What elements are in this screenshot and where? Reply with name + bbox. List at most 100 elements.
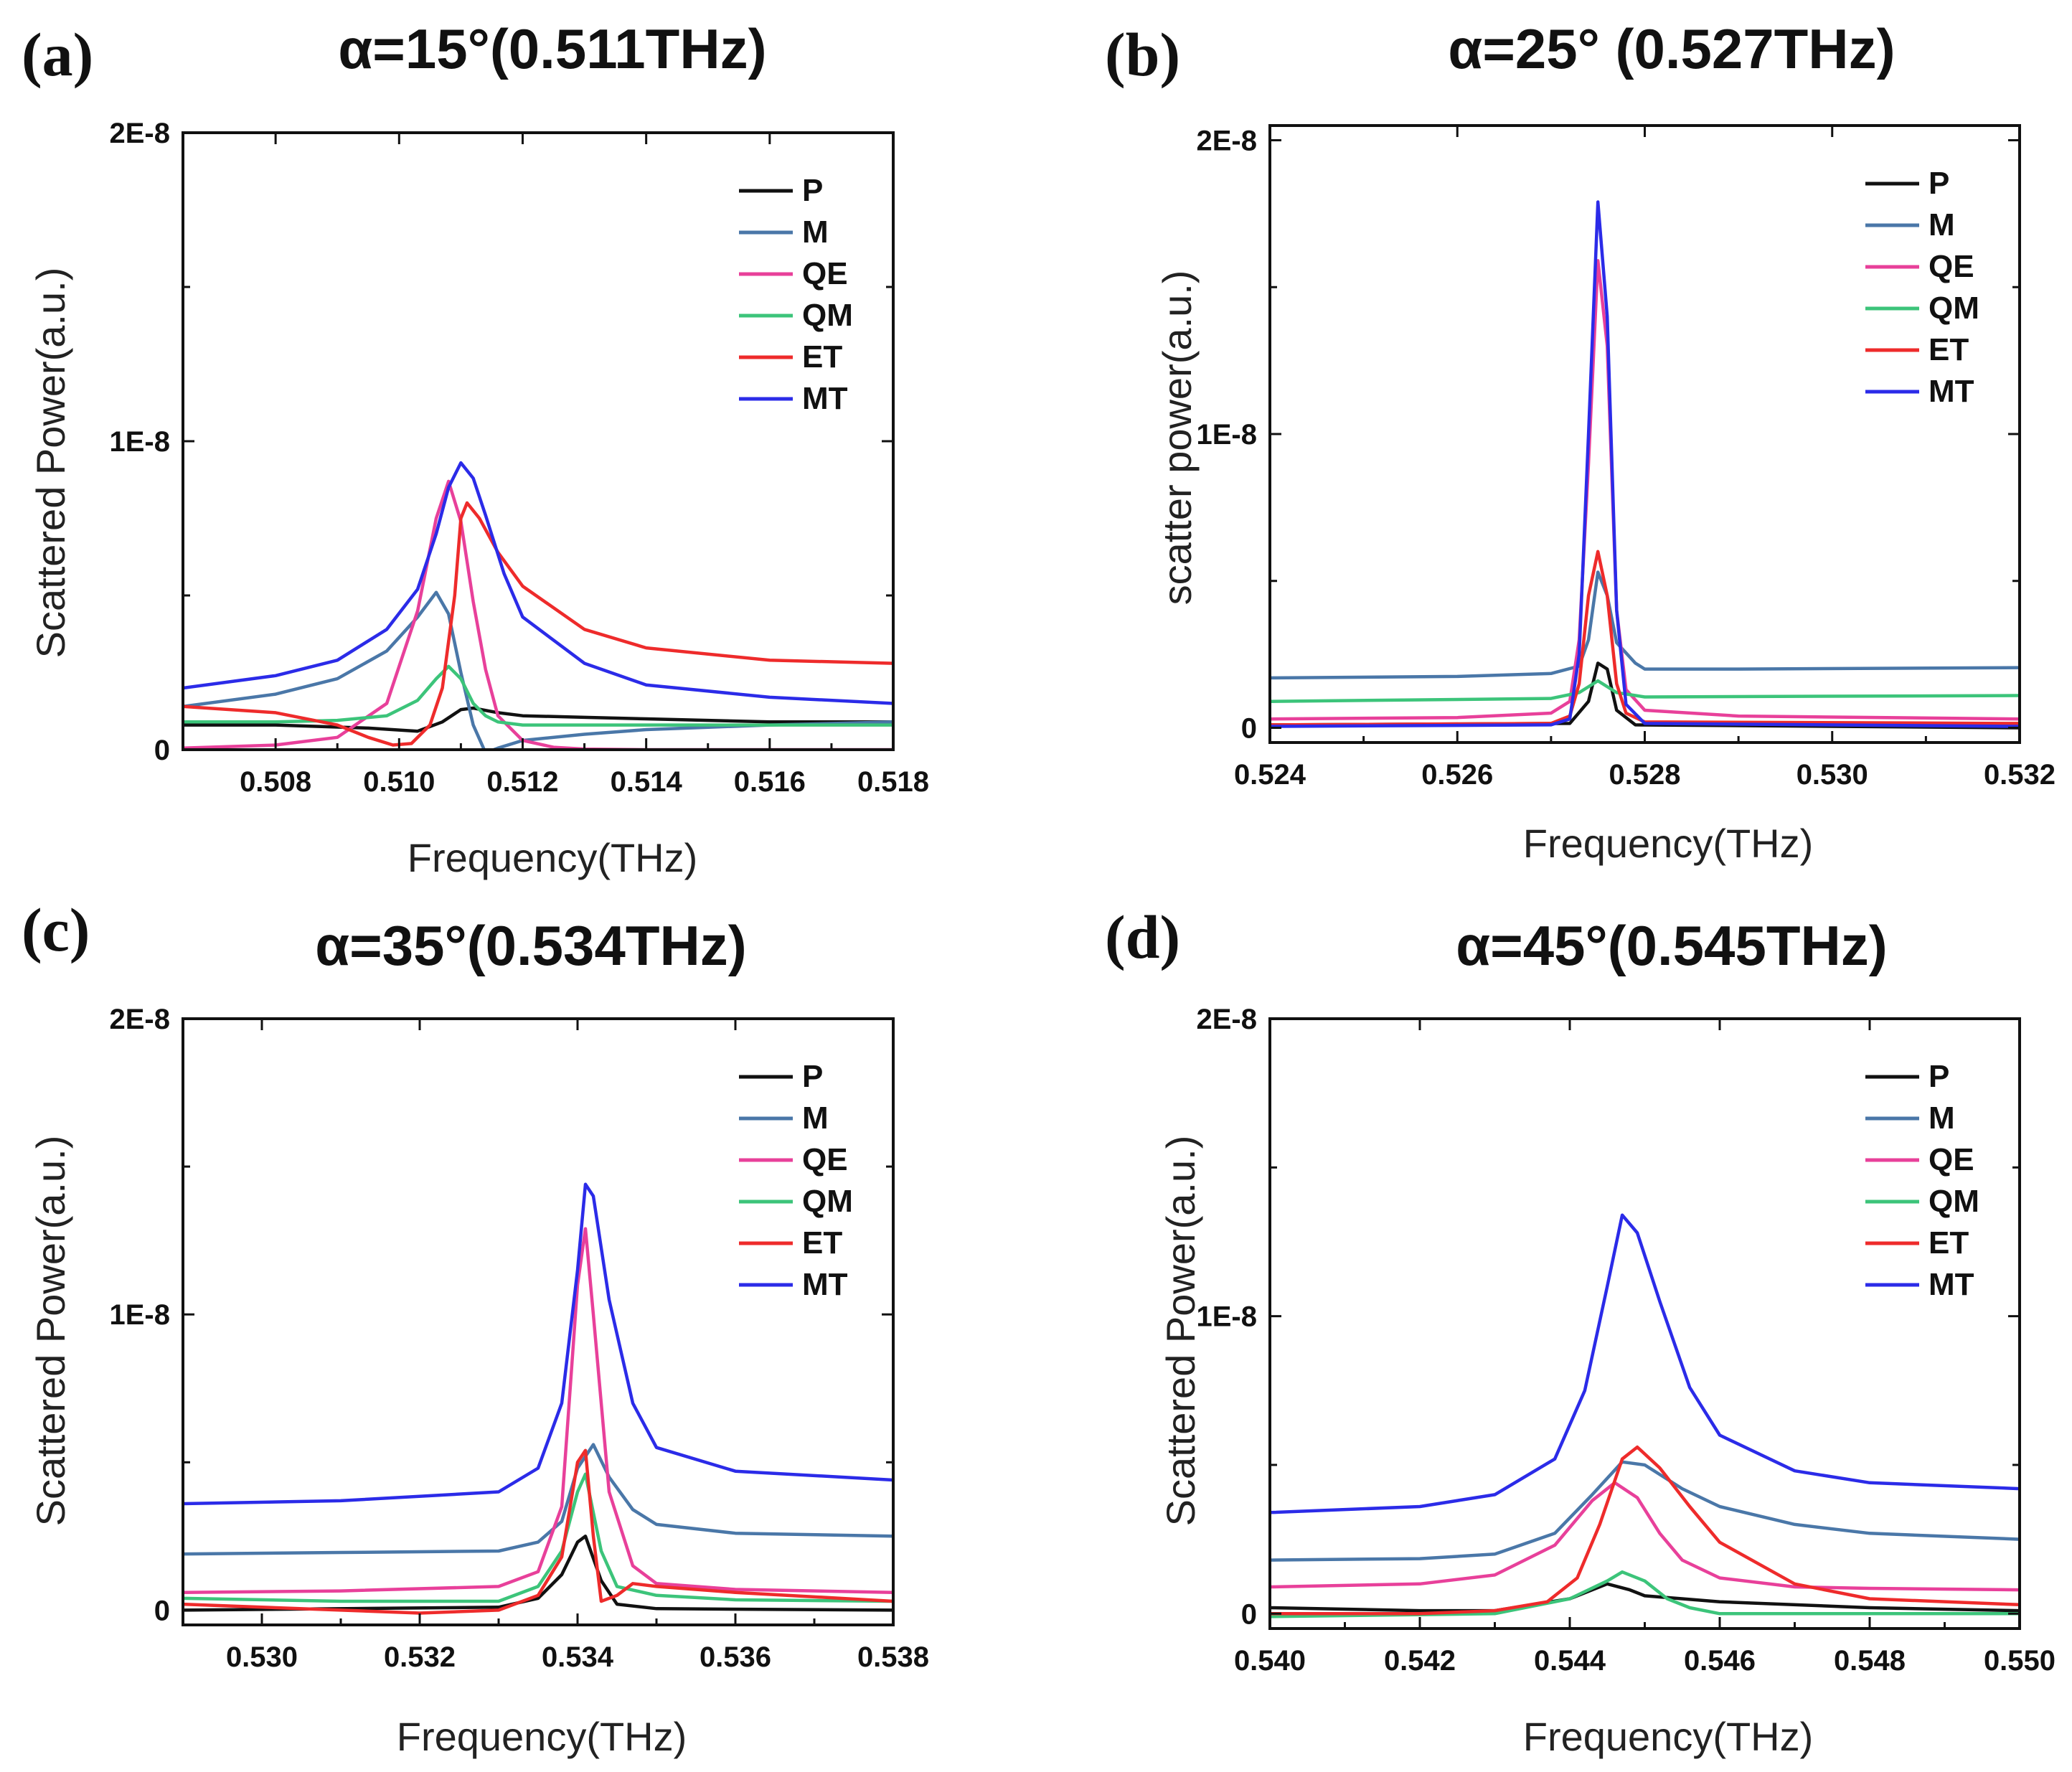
series-line-qm-c — [183, 1472, 893, 1603]
panel-title-a: α=15°(0.511THz) — [338, 17, 766, 80]
series-line-m-c — [183, 1443, 893, 1556]
legend-label-p: P — [1929, 166, 1949, 201]
panel-title-b: α=25° (0.527THz) — [1448, 17, 1895, 80]
y-tick-label: 0 — [154, 735, 170, 766]
x-tick-label: 0.540 — [1234, 1645, 1306, 1677]
x-tick-label: 0.512 — [486, 766, 558, 798]
curves-b — [1270, 200, 2020, 730]
plot-area-a: 0.508 0.510 0.512 0.514 0.516 0.518 0 1E-8 2E-8 P… — [110, 118, 930, 798]
series-line-qe-a — [183, 479, 893, 750]
legend-label-p: P — [802, 173, 823, 208]
series-line-et-b — [1270, 550, 2020, 727]
legend-label-qm: QM — [1929, 1184, 1979, 1219]
series-line-p-b — [1270, 661, 2020, 730]
series-line-mt-c — [183, 1182, 893, 1506]
x-axis-label-c: Frequency(THz) — [397, 1714, 687, 1759]
series-line-et-a — [183, 501, 893, 747]
y-axis-label-a: Scattered Power(a.u.) — [28, 268, 73, 659]
x-tick-label: 0.510 — [363, 766, 435, 798]
y-tick-label: 1E-8 — [110, 1299, 171, 1331]
y-tick-label: 2E-8 — [1197, 125, 1258, 156]
legend-label-et: ET — [1929, 1225, 1969, 1260]
y-tick-label: 2E-8 — [1197, 1004, 1258, 1035]
x-tick-label: 0.538 — [857, 1641, 929, 1673]
x-tick-label: 0.508 — [240, 766, 311, 798]
y-tick-label: 2E-8 — [110, 118, 171, 149]
y-axis-label-c: Scattered Power(a.u.) — [28, 1136, 73, 1527]
curves-d — [1270, 1213, 2020, 1618]
legend-label-qm: QM — [1929, 291, 1979, 326]
curves-a — [183, 461, 893, 750]
panel-c: (c) α=35°(0.534THz) 0.530 0.532 0.534 0.536… — [22, 895, 929, 1759]
x-axis-label-b: Frequency(THz) — [1523, 821, 1814, 866]
plot-frame-b — [1268, 124, 2021, 744]
y-tick-label: 2E-8 — [110, 1004, 171, 1035]
series-line-m-a — [183, 590, 893, 750]
panel-title-c: α=35°(0.534THz) — [315, 914, 747, 977]
series-line-mt-a — [183, 461, 893, 705]
x-tick-label: 0.524 — [1234, 759, 1306, 791]
y-tick-label: 0 — [1241, 1598, 1257, 1630]
legend-label-p: P — [1929, 1059, 1949, 1094]
panel-label-d: (d) — [1105, 903, 1180, 971]
series-line-qe-d — [1270, 1481, 2020, 1592]
panel-a: (a) α=15°(0.511THz) 0.508 0.510 0.512 0.514… — [22, 17, 929, 880]
y-axis-label-d: Scattered Power(a.u.) — [1158, 1136, 1203, 1527]
panel-d: (d) α=45°(0.545THz) 0.540 0.542 0.544 0.546… — [1105, 903, 2055, 1759]
legend-label-mt: MT — [802, 381, 848, 416]
series-line-qm-d — [1270, 1570, 2020, 1618]
legend-label-m: M — [802, 1101, 829, 1136]
series-line-mt-d — [1270, 1213, 2020, 1514]
panel-b: (b) α=25° (0.527THz) 0.524 0.526 0.528 0.53… — [1105, 17, 2055, 866]
x-tick-label: 0.532 — [384, 1641, 456, 1673]
x-tick-label: 0.514 — [611, 766, 683, 798]
x-tick-label: 0.532 — [1984, 759, 2055, 791]
plot-frame-a — [182, 131, 895, 751]
series-line-et-d — [1270, 1445, 2020, 1616]
x-tick-label: 0.536 — [700, 1641, 771, 1673]
x-tick-label: 0.542 — [1384, 1645, 1456, 1677]
x-tick-label: 0.546 — [1684, 1645, 1756, 1677]
series-line-m-b — [1270, 570, 2020, 680]
plot-area-c: 0.530 0.532 0.534 0.536 0.538 0 1E-8 2E-8 PM QE QM… — [110, 1004, 930, 1673]
x-tick-label: 0.526 — [1421, 759, 1493, 791]
x-tick-label: 0.544 — [1534, 1645, 1606, 1677]
legend-label-qe: QE — [1929, 249, 1974, 284]
x-axis-label-a: Frequency(THz) — [408, 835, 698, 880]
panel-label-a: (a) — [22, 20, 93, 89]
x-tick-label: 0.530 — [1796, 759, 1868, 791]
series-line-qe-c — [183, 1227, 893, 1594]
plot-frame-d — [1268, 1017, 2021, 1630]
x-tick-label: 0.518 — [857, 766, 929, 798]
x-tick-label: 0.548 — [1834, 1645, 1906, 1677]
y-tick-label: 0 — [154, 1595, 170, 1626]
panel-label-c: (c) — [22, 895, 90, 964]
x-axis-label-d: Frequency(THz) — [1523, 1714, 1814, 1759]
legend-label-m: M — [1929, 1101, 1955, 1136]
legend-label-mt: MT — [1929, 374, 1974, 409]
legend-label-p: P — [802, 1059, 823, 1094]
x-tick-label: 0.550 — [1984, 1645, 2055, 1677]
panel-label-b: (b) — [1105, 20, 1180, 89]
series-line-qm-a — [183, 664, 893, 727]
y-axis-label-b: scatter power(a.u.) — [1154, 270, 1200, 605]
y-tick-label: 0 — [1241, 713, 1257, 745]
legend-label-et: ET — [802, 339, 842, 374]
plot-area-b: 0.524 0.526 0.528 0.530 0.532 0 1E-8 2E-8 PM QE QM… — [1197, 124, 2055, 791]
legend-label-m: M — [1929, 207, 1955, 242]
legend-label-et: ET — [1929, 332, 1969, 367]
x-tick-label: 0.534 — [542, 1641, 614, 1673]
series-line-m-d — [1270, 1460, 2020, 1562]
y-tick-label: 1E-8 — [110, 426, 171, 458]
legend-label-qe: QE — [1929, 1142, 1974, 1177]
y-tick-label: 1E-8 — [1197, 1301, 1258, 1333]
x-tick-label: 0.530 — [226, 1641, 298, 1673]
series-line-qm-b — [1270, 679, 2020, 703]
series-line-p-a — [183, 706, 893, 733]
series-line-qe-b — [1270, 259, 2020, 721]
legend-label-qe: QE — [802, 1142, 848, 1177]
legend-label-mt: MT — [1929, 1267, 1974, 1302]
series-line-mt-b — [1270, 200, 2020, 728]
plot-frame-c — [182, 1017, 895, 1626]
